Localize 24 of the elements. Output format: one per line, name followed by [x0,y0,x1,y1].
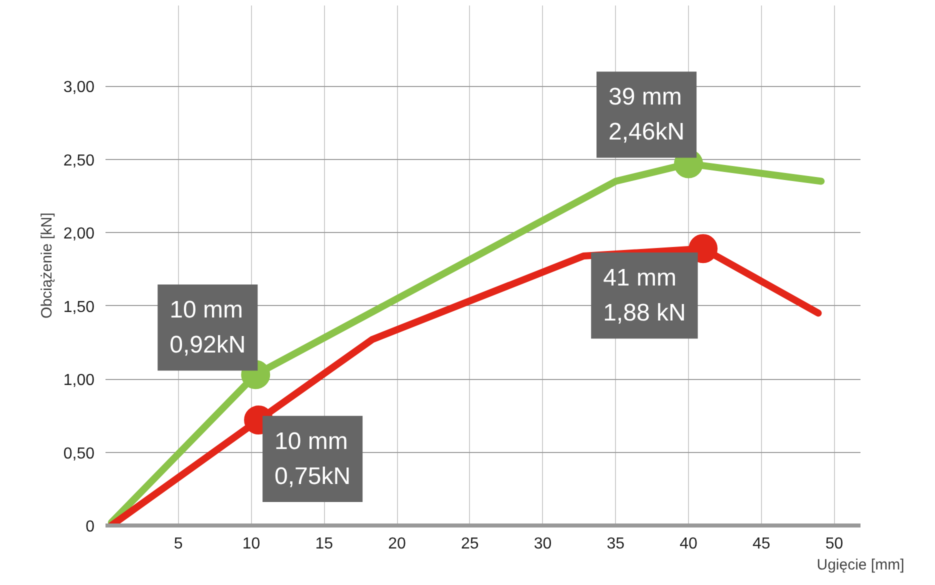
annotation: 41 mm 1,88 kN [603,264,686,327]
x-tick-label: 5 [174,536,183,552]
y-axis-title: Obciążenie [kN] [38,212,56,318]
x-tick-label: 15 [315,536,334,552]
annotation: 39 mm 2,46kN [608,84,685,146]
y-tick-label: 2,50 [63,152,95,170]
point [688,234,718,264]
x-tick-label: 35 [606,536,625,552]
x-tick-label: 45 [752,536,770,552]
x-tick-label: 25 [460,536,479,552]
x-tick-label: 20 [388,536,406,552]
x-axis-title: Ugięcie [mm] [816,556,904,574]
y-tick-label: 3,00 [63,79,95,96]
x-tick-label: 40 [680,536,698,552]
y-tick-label: 0 [86,518,95,536]
x-tick-label: 50 [825,536,844,552]
y-tick-label: 0,50 [63,445,95,462]
x-tick-label: 30 [534,536,552,552]
annotation: 10 mm 0,75kN [274,428,351,490]
x-tick-label: 10 [242,536,260,552]
y-tick-label: 2,00 [63,226,95,243]
annotation: 10 mm 0,92kN [170,296,246,359]
y-tick-label: 1,50 [63,298,95,316]
y-tick-label: 1,00 [63,372,95,390]
